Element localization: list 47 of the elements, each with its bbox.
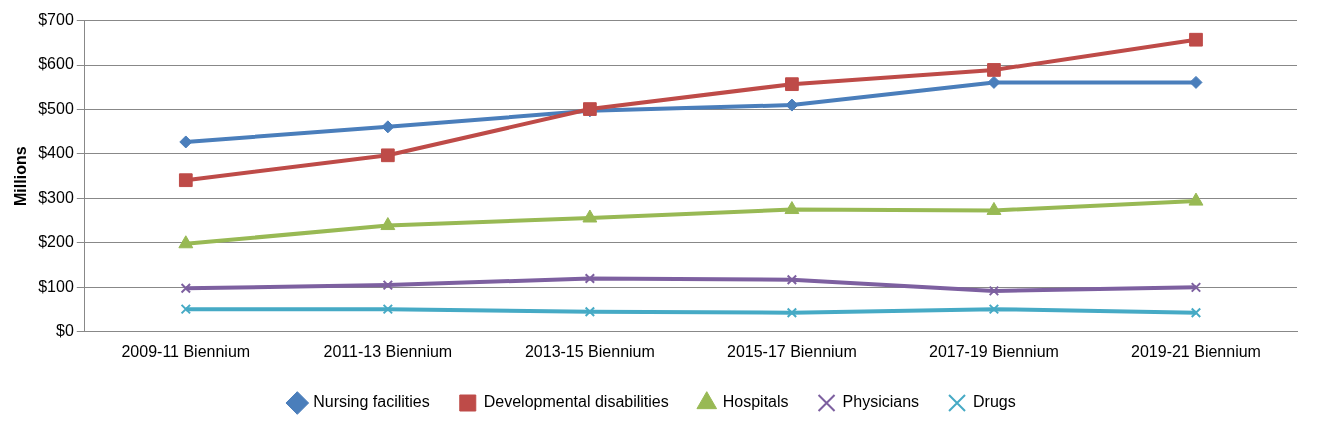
legend-label: Developmental disabilities <box>483 393 669 411</box>
point <box>582 209 598 223</box>
y-tick-label: $700 <box>38 11 74 29</box>
legend-label: Hospitals <box>722 393 789 411</box>
point <box>785 98 799 112</box>
point <box>584 273 596 284</box>
point <box>988 285 1000 297</box>
point <box>178 173 193 188</box>
point <box>178 235 194 249</box>
y-tick-label: $200 <box>38 233 74 251</box>
point <box>584 306 596 318</box>
point <box>786 274 798 286</box>
legend-label: Physicians <box>842 393 920 411</box>
point <box>381 120 395 134</box>
y-tick-label: $300 <box>38 188 74 206</box>
legend-label: Drugs <box>973 393 1016 411</box>
point <box>179 135 193 149</box>
y-axis-title: Millions <box>12 146 30 206</box>
point <box>380 148 395 163</box>
x-tick-label: 2011-13 Biennium <box>323 342 453 360</box>
x-tick-label: 2013-15 Biennium <box>524 342 655 360</box>
point <box>1190 282 1202 293</box>
x-tick-label: 2017-19 Biennium <box>929 342 1059 360</box>
point <box>786 307 798 318</box>
point <box>1190 307 1202 318</box>
y-tick-label: $500 <box>38 99 74 117</box>
y-tick-label: $600 <box>38 55 74 73</box>
x-tick-label: 2019-21 Biennium <box>1131 342 1261 360</box>
point <box>1189 32 1203 47</box>
point <box>784 201 800 215</box>
y-tick-label: $0 <box>56 322 74 340</box>
legend-label: Nursing facilities <box>313 393 430 411</box>
point <box>380 217 396 231</box>
point <box>1189 75 1203 89</box>
y-tick-label: $400 <box>38 144 74 162</box>
point <box>180 282 192 294</box>
point <box>180 303 192 315</box>
x-tick-label: 2009-11 Biennium <box>121 342 251 360</box>
point <box>987 63 1001 77</box>
x-tick-label: 2015-17 Biennium <box>726 342 857 360</box>
point <box>785 77 799 92</box>
point <box>382 279 394 291</box>
point <box>988 303 1000 315</box>
y-tick-label: $100 <box>38 277 74 295</box>
point <box>382 303 394 315</box>
point <box>1188 192 1204 206</box>
point <box>987 75 1001 89</box>
